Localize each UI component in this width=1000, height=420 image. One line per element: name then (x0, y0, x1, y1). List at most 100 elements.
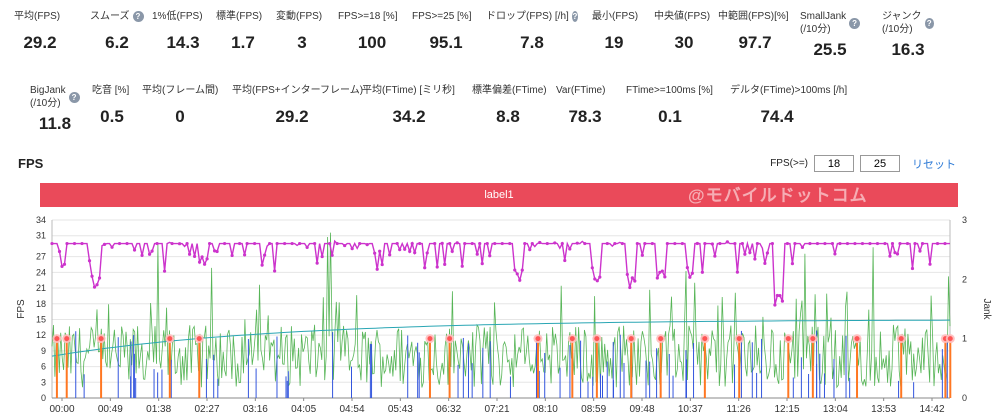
jank-marker (64, 336, 70, 342)
fps-point (735, 270, 739, 274)
fps-point (875, 241, 880, 246)
fps-point (423, 266, 427, 270)
fps-point (408, 249, 412, 253)
fps-point (743, 252, 747, 256)
label-bar[interactable]: label1 (40, 183, 958, 207)
y-tick-label: 31 (36, 231, 46, 241)
stat-label-line: デルタ(FTime)>100ms [/h] (730, 85, 848, 96)
fps-point (410, 241, 414, 246)
x-tick-label: 01:38 (146, 404, 171, 415)
fps-point (845, 241, 850, 246)
fps-point (433, 241, 437, 246)
fps-point (320, 254, 324, 259)
stat-value: 95.1 (429, 33, 463, 52)
help-icon[interactable]: ? (571, 11, 578, 22)
fps-point (162, 269, 167, 273)
stat-label: 中央値(FPS) (654, 10, 714, 23)
fps-point (800, 245, 805, 249)
fps-point (440, 241, 444, 245)
fps-point (260, 263, 264, 267)
fps-point (650, 241, 654, 246)
fps-point (343, 243, 347, 248)
fps-point (205, 257, 209, 261)
fps-point (913, 241, 917, 246)
y2-axis-label: Jank (981, 298, 992, 320)
stat-stats_row1-8: 最小(FPS) 19 (592, 10, 638, 53)
fps-point (243, 253, 247, 257)
fps-point (245, 241, 249, 246)
stat-value: 30 (674, 33, 694, 52)
stat-label: BigJank (/10分)? (30, 84, 80, 110)
fps-point (918, 249, 922, 253)
fps-point (375, 267, 379, 271)
fps-point (80, 241, 84, 246)
stat-stats_row2-0: BigJank (/10分)? 11.8 (30, 84, 80, 134)
stat-label: ジャンク (/10分)? (882, 10, 934, 36)
fps-point (718, 241, 722, 246)
help-icon[interactable]: ? (132, 11, 144, 22)
y2-tick-label: 1 (962, 334, 967, 344)
fps-point (395, 241, 399, 246)
fps-point (435, 265, 439, 269)
stat-label-text: Var(FTime) (556, 84, 605, 97)
fps-point (463, 241, 467, 246)
jank-marker (167, 336, 173, 342)
fps-point (620, 241, 624, 246)
fps-point (635, 241, 639, 246)
fps-point (253, 241, 257, 246)
stat-label-line: 平均(FPS) (14, 11, 61, 22)
stat-label-text: 吃音 [%] (92, 84, 129, 97)
fps-point (212, 249, 217, 253)
stat-label-text: FTime>=100ms [%] (626, 84, 713, 97)
stat-value: 29.2 (23, 33, 57, 52)
stat-stats_row2-1: 吃音 [%] 0.5 (92, 84, 132, 127)
stat-label-text: 中央値(FPS) (654, 10, 710, 23)
fps-point (538, 240, 542, 245)
stat-value: 1.7 (231, 33, 255, 52)
fps-point (545, 241, 549, 246)
frametime-series-line (51, 232, 951, 389)
stat-label-text: 平均(FPS) (14, 10, 60, 23)
fps-point (298, 241, 302, 246)
fps-point (528, 248, 532, 252)
stat-label-text: BigJank (/10分) (30, 84, 66, 110)
fps-point (147, 252, 152, 256)
help-icon[interactable]: ? (68, 91, 80, 103)
y2-tick-label: 0 (962, 393, 967, 403)
fps-point (290, 241, 294, 246)
fps-point (910, 266, 915, 271)
stat-label: 1%低(FPS) (152, 10, 214, 23)
fps-point (170, 241, 174, 246)
fps-point (425, 251, 429, 255)
fps-point (263, 253, 267, 257)
fps-point (905, 241, 910, 246)
stat-label-line: スムーズ (90, 11, 130, 22)
fps-section-title: FPS (18, 156, 44, 171)
fps-point (690, 271, 694, 275)
stat-label-line: SmallJank (800, 11, 847, 22)
fps-point (515, 272, 519, 276)
fps-point (605, 241, 609, 246)
fps-point (790, 262, 795, 266)
stat-label: 平均(フレーム間) (142, 84, 218, 97)
help-icon[interactable]: ? (849, 17, 860, 29)
help-icon[interactable]: ? (924, 17, 934, 29)
fps-point (775, 293, 780, 298)
fps-point (593, 277, 597, 281)
x-tick-label: 00:00 (49, 404, 74, 415)
stat-value: 100 (357, 33, 387, 52)
fps-point (187, 252, 192, 256)
fps-point (132, 248, 137, 252)
fps-point (275, 241, 279, 246)
fps-threshold-input-1[interactable] (814, 155, 854, 172)
stat-label: スムーズ? (90, 10, 144, 23)
fps-point (853, 241, 857, 246)
stat-label: Var(FTime) (556, 84, 614, 97)
reset-link[interactable]: リセット (912, 158, 956, 171)
fps-threshold-input-2[interactable] (860, 155, 900, 172)
stat-stats_row1-12: ジャンク (/10分)? 16.3 (882, 10, 934, 60)
fps-point (665, 241, 669, 246)
stat-label: 変動(FPS) (276, 10, 328, 23)
x-tick-label: 05:43 (388, 404, 413, 415)
